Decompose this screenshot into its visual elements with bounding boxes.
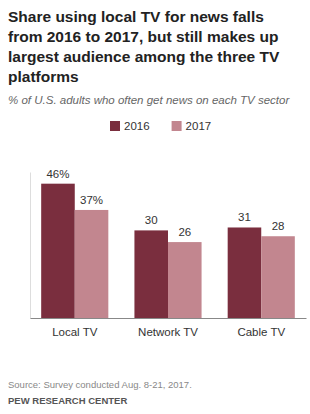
source: Source: Survey conducted Aug. 8-21, 2017… bbox=[8, 379, 192, 390]
legend-swatch bbox=[110, 121, 120, 131]
bar bbox=[228, 227, 262, 318]
bar bbox=[41, 184, 75, 318]
x-tick-label: Local TV bbox=[52, 326, 98, 338]
title-line: from 2016 to 2017, but still makes up bbox=[8, 28, 279, 45]
data-label: 31 bbox=[238, 211, 251, 223]
data-label: 37% bbox=[80, 194, 103, 206]
title-line: platforms bbox=[8, 68, 79, 85]
data-label: 28 bbox=[272, 220, 285, 232]
legend-label: 2017 bbox=[186, 120, 212, 132]
legend-item: 2016 bbox=[110, 120, 150, 132]
title-line: Share using local TV for news falls bbox=[8, 8, 264, 25]
data-labels: 46% 30 31 37% 26 28 bbox=[46, 168, 284, 238]
title-line: largest audience among the three TV bbox=[8, 48, 280, 65]
bar bbox=[261, 236, 295, 318]
chart: Share using local TV for news falls from … bbox=[0, 0, 310, 414]
y-axis-line bbox=[30, 173, 31, 319]
subtitle: % of U.S. adults who often get news on e… bbox=[8, 94, 290, 106]
data-label: 26 bbox=[178, 226, 191, 238]
legend-label: 2016 bbox=[124, 120, 150, 132]
bar bbox=[168, 242, 202, 318]
bar bbox=[134, 230, 168, 318]
x-tick-label: Cable TV bbox=[237, 326, 285, 338]
credit: PEW RESEARCH CENTER bbox=[8, 395, 127, 406]
bar bbox=[75, 210, 109, 318]
x-tick: Local TV bbox=[52, 318, 98, 338]
data-label: 30 bbox=[145, 214, 158, 226]
title: Share using local TV for news falls from … bbox=[8, 8, 280, 85]
x-tick: Network TV bbox=[138, 318, 198, 338]
y-axis bbox=[30, 173, 31, 319]
bars bbox=[41, 184, 295, 318]
x-tick-label: Network TV bbox=[138, 326, 198, 338]
legend-swatch bbox=[172, 121, 182, 131]
legend-item: 2017 bbox=[172, 120, 212, 132]
x-tick: Cable TV bbox=[237, 318, 285, 338]
x-axis-line bbox=[31, 318, 307, 319]
legend: 2016 2017 bbox=[110, 120, 211, 132]
x-axis: Local TV Network TV Cable TV bbox=[31, 318, 307, 338]
data-label: 46% bbox=[46, 168, 69, 180]
